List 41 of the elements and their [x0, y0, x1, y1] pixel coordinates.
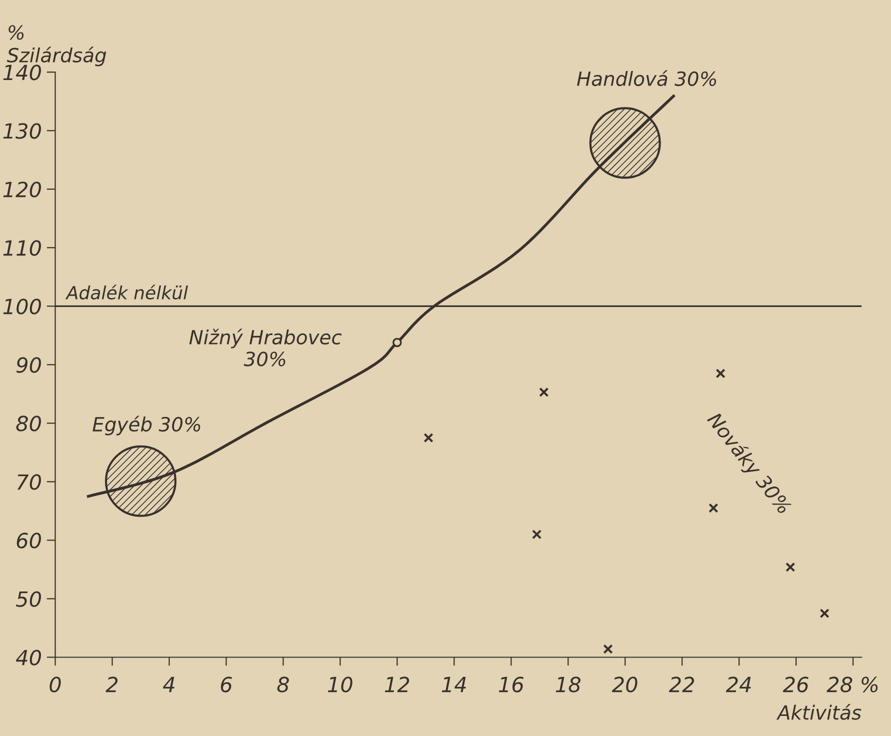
x-tick-label: 2	[106, 676, 118, 692]
annotation: Egyéb 30%	[92, 416, 200, 436]
y-tick-label: 130	[3, 123, 41, 139]
x-axis-title: Aktivitás	[776, 704, 862, 720]
y-tick-label: 120	[3, 182, 41, 198]
x-tick-label: 4	[162, 676, 174, 692]
point	[603, 644, 613, 654]
point	[786, 562, 796, 572]
x-tick-label: 28 %	[826, 676, 878, 692]
y-tick-label: 40	[16, 650, 41, 666]
x-tick-label: 12	[384, 676, 410, 692]
y-tick-label: 60	[16, 532, 41, 548]
point	[392, 338, 402, 348]
x-tick-label: 24	[726, 676, 751, 692]
y-tick-label: 70	[17, 474, 41, 490]
x-tick-label: 0	[50, 676, 61, 692]
ref-line-label: Adalék nélkül	[65, 284, 188, 300]
x-tick-label: 10	[328, 676, 352, 692]
point	[820, 608, 830, 618]
y-tick-label: 50	[16, 591, 41, 607]
y-tick-label: 90	[16, 357, 41, 373]
x-tick-label: 22	[668, 676, 694, 692]
y-tick-label: 140	[3, 64, 41, 80]
x-tick-label: 8	[277, 676, 289, 692]
x-tick-label: 14	[442, 676, 466, 692]
y-tick-label: 80	[16, 416, 41, 432]
x-tick-label: 18	[556, 676, 580, 692]
x-tick-label: 6	[220, 676, 232, 692]
x-tick-label: 16	[498, 676, 524, 692]
point	[716, 368, 726, 378]
annotation: Handlová 30%	[577, 70, 716, 86]
point	[539, 387, 549, 398]
annotation: Nižný Hrabovec 30%	[189, 328, 342, 366]
x-tick-label: 20	[612, 676, 638, 692]
x-tick-label: 26	[782, 676, 808, 692]
point	[708, 503, 718, 513]
y-tick-label: 110	[3, 240, 41, 256]
point	[532, 530, 542, 540]
y-tick-label: 100	[3, 298, 41, 314]
y-axis-title: % Szilárdság	[6, 25, 106, 66]
point	[424, 432, 434, 443]
